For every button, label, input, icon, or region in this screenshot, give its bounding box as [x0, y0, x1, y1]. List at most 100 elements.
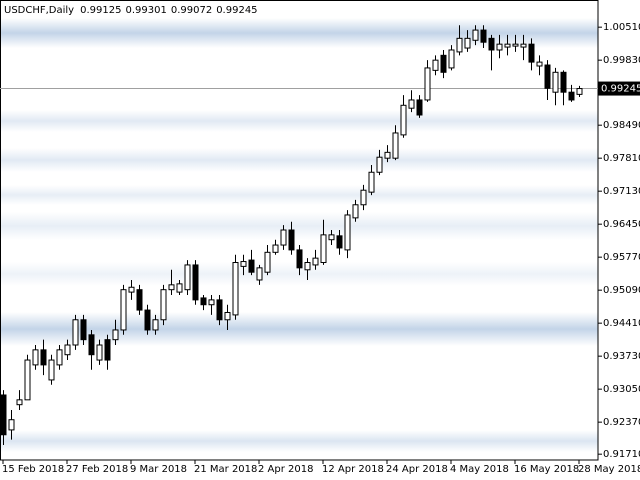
candle-body: [552, 71, 559, 93]
candle-body: [272, 244, 279, 253]
candle-body: [376, 156, 383, 173]
candle-body: [216, 299, 223, 321]
candle-body: [512, 43, 519, 47]
x-tick-label: 28 May 2018: [578, 464, 640, 475]
candle-body: [352, 204, 359, 219]
candle-body: [160, 289, 167, 321]
candle-body: [168, 284, 175, 291]
ohlc-value: 0.99301: [125, 5, 166, 16]
x-tick-label: 15 Feb 2018: [2, 464, 64, 475]
candle-body: [40, 349, 47, 366]
candle-body: [560, 71, 567, 93]
price-label: 0.99245: [601, 84, 640, 95]
x-tick-label: 27 Feb 2018: [66, 464, 128, 475]
candle-body: [368, 171, 375, 193]
candle-body: [144, 309, 151, 331]
candle-body: [128, 286, 135, 293]
candle-body: [280, 229, 287, 246]
candle-body: [288, 229, 295, 251]
candle-body: [88, 334, 95, 356]
plot-frame: [0, 0, 599, 461]
candle-body: [264, 251, 271, 273]
candle-body: [360, 189, 367, 206]
candle-body: [296, 249, 303, 269]
x-tick-label: 4 May 2018: [450, 464, 509, 475]
candle-body: [528, 43, 535, 63]
x-tick-label: 24 Apr 2018: [386, 464, 448, 475]
candle-body: [320, 234, 327, 264]
candle-body: [32, 349, 39, 366]
candle-body: [456, 37, 463, 53]
candle-body: [72, 319, 79, 346]
ohlc-value: 0.99072: [171, 5, 212, 16]
x-tick-label: 12 Apr 2018: [322, 464, 384, 475]
candle-body: [344, 214, 351, 251]
y-tick-label: 0.91710: [603, 449, 640, 460]
candle-body: [448, 49, 455, 69]
candle-body: [80, 319, 87, 341]
candle-body: [208, 299, 215, 306]
ohlc-value: 0.99125: [80, 5, 121, 16]
candle-body: [328, 234, 335, 241]
candle-body: [568, 91, 575, 101]
candle-body: [432, 59, 439, 71]
x-tick-label: 2 Apr 2018: [258, 464, 313, 475]
candle-body: [304, 262, 311, 271]
candle-body: [120, 289, 127, 331]
candle-body: [536, 61, 543, 67]
candle-body: [192, 264, 199, 301]
x-tick-label: 16 May 2018: [514, 464, 579, 475]
candle-body: [408, 99, 415, 109]
candle-body: [336, 235, 343, 249]
candle-body: [232, 262, 239, 316]
candle-body: [576, 88, 583, 95]
candle-body: [104, 339, 111, 361]
candle-body: [0, 394, 7, 436]
x-tick-label: 9 Mar 2018: [130, 464, 187, 475]
candle-body: [184, 264, 191, 291]
candle-body: [440, 54, 447, 73]
candle-body: [312, 257, 319, 266]
price-label-box: [598, 81, 640, 96]
candle-body: [464, 37, 471, 49]
candle-body: [472, 29, 479, 41]
candle-body: [96, 344, 103, 361]
candle-body: [544, 64, 551, 89]
candle-body: [256, 267, 263, 281]
x-tick-label: 21 Mar 2018: [194, 464, 257, 475]
candle-body: [152, 319, 159, 331]
candle-body: [424, 67, 431, 101]
candle-body: [416, 99, 423, 116]
candle-body: [248, 259, 255, 273]
candle-body: [24, 359, 31, 401]
candle-body: [112, 329, 119, 341]
candle-body: [520, 43, 527, 48]
candle-body: [200, 297, 207, 306]
candle-body: [64, 344, 71, 356]
candle-body: [16, 399, 23, 406]
candle-body: [176, 283, 183, 293]
ohlc-value: 0.99245: [216, 5, 257, 16]
candle-body: [8, 419, 15, 431]
candle-body: [496, 43, 503, 51]
candle-body: [136, 289, 143, 311]
candle-body: [504, 43, 511, 48]
background-bands: [0, 18, 598, 452]
candle-body: [392, 132, 399, 159]
candle-body: [400, 104, 407, 136]
candle-body: [224, 311, 231, 321]
candle-body: [480, 29, 487, 43]
